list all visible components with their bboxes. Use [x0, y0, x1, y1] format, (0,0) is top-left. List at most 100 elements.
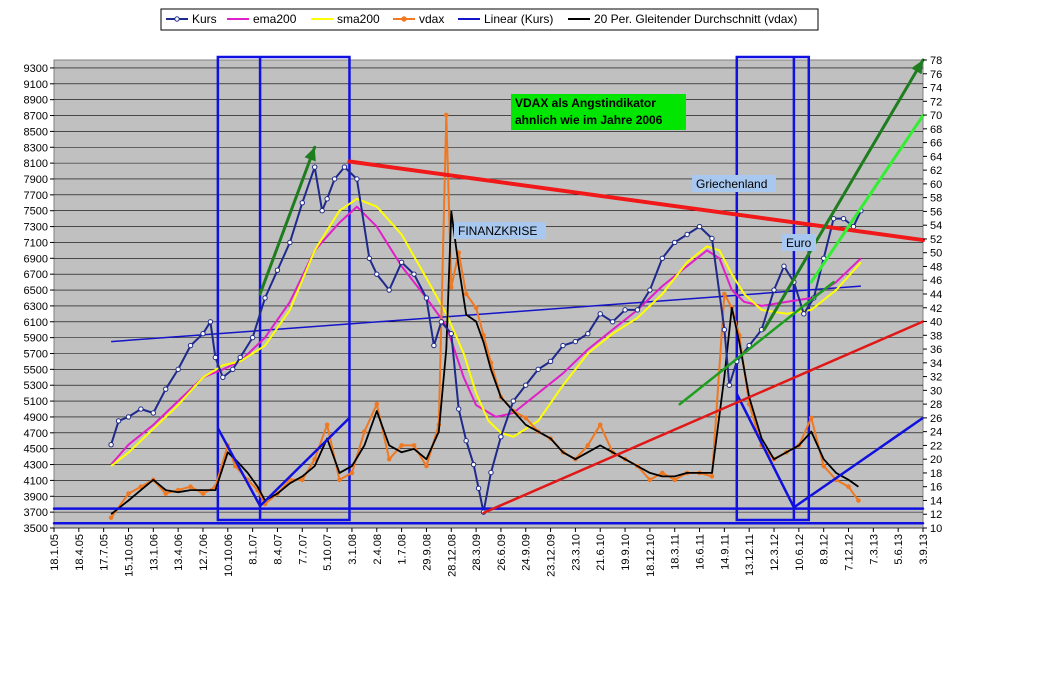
- series-0-point-50: [622, 307, 628, 313]
- series-3-point-20: [349, 470, 355, 476]
- series-0-point-30: [423, 295, 430, 301]
- series-0-point-47: [585, 330, 591, 337]
- green-arrow-2007-head: [304, 147, 316, 162]
- series-0-point-1: [115, 418, 122, 424]
- x-tick-label-19: 24.9.09: [521, 534, 533, 571]
- series-0-point-19: [312, 164, 318, 170]
- series-3-point-64: [846, 484, 851, 490]
- series-0-point-48: [597, 311, 603, 317]
- y-left-axis: 3500 3700 3900 4100 4300 4500 4700 4900 5100 5300…: [24, 63, 54, 535]
- y-left-tick-label-23: 8100: [24, 158, 48, 170]
- series-0-point-25: [366, 255, 373, 262]
- y-left-tick-label-16: 6700: [24, 269, 48, 281]
- y-left-tick-label-13: 6100: [24, 317, 48, 329]
- series-0-point-52: [647, 287, 653, 293]
- series-3-point-47: [647, 477, 653, 483]
- series-0-point-55: [684, 231, 690, 238]
- x-tick-label-9: 8.4.07: [272, 534, 284, 565]
- series-0-point-64: [781, 263, 787, 269]
- series-0-point-9: [207, 319, 214, 325]
- y-left-tick-label-29: 9300: [24, 63, 48, 75]
- x-tick-label-4: 13.1.06: [148, 534, 160, 571]
- x-tick-label-23: 19.9.10: [620, 534, 632, 571]
- legend-label-1: ema200: [253, 12, 297, 26]
- y-right-tick-label-14: 38: [930, 330, 942, 342]
- blue-v-shape-2: [735, 393, 924, 510]
- series-0-point-33: [448, 330, 454, 337]
- series-3-point-22: [374, 401, 380, 407]
- series-3-point-65: [856, 498, 861, 503]
- annotation-finanzkrise-box: [454, 222, 546, 239]
- series-3-point-23: [386, 456, 392, 462]
- series-3-point-31: [463, 291, 469, 297]
- series-3-point-61: [808, 415, 814, 421]
- series-3-point-49: [672, 477, 678, 483]
- series-0-point-66: [801, 311, 807, 317]
- y-right-tick-label-34: 78: [930, 55, 942, 67]
- series-0-point-0: [108, 442, 114, 448]
- x-tick-label-8: 8.1.07: [248, 534, 260, 565]
- series-0-point-42: [523, 382, 529, 388]
- series-0-point-22: [331, 176, 338, 182]
- series-0-point-31: [431, 342, 437, 349]
- series-0-point-57: [709, 235, 715, 242]
- series-3-point-24: [399, 443, 404, 448]
- y-left-tick-label-25: 8500: [24, 126, 48, 138]
- series-0-point-29: [411, 271, 417, 277]
- legend-label-4: Linear (Kurs): [484, 12, 553, 26]
- x-tick-label-7: 10.10.06: [223, 534, 235, 577]
- y-right-tick-label-28: 66: [930, 138, 942, 150]
- y-left-tick-label-28: 9100: [24, 79, 48, 91]
- y-left-tick-label-18: 7100: [24, 237, 48, 249]
- y-left-tick-label-20: 7500: [24, 206, 48, 218]
- grid: [54, 67, 923, 529]
- y-right-tick-label-13: 36: [930, 344, 942, 356]
- series-3-point-21: [362, 429, 367, 434]
- series-3-point-7: [200, 491, 206, 496]
- green-line-support: [678, 280, 835, 406]
- y-right-tick-label-4: 18: [930, 468, 942, 480]
- y-left-tick-label-1: 3700: [24, 507, 48, 519]
- highlight-box-0: [216, 55, 351, 522]
- series-3-point-26: [424, 463, 429, 469]
- x-tick-label-18: 26.6.09: [496, 534, 508, 571]
- series-3-point-4: [163, 491, 169, 496]
- series-0-point-51: [634, 307, 641, 313]
- series-0-point-24: [354, 176, 360, 182]
- green-bright-line: [809, 114, 925, 284]
- series-0-point-36: [470, 461, 477, 468]
- series-0-point-40: [498, 434, 504, 440]
- y-left-tick-label-7: 4900: [24, 412, 48, 424]
- series-0-point-28: [398, 259, 405, 265]
- y-right-tick-label-3: 16: [930, 482, 942, 494]
- annotation-vdax-note-box: [511, 94, 686, 130]
- overlay-lines: [52, 58, 925, 525]
- x-tick-label-20: 23.12.09: [546, 534, 558, 577]
- x-tick-label-0: 18.1.05: [49, 534, 61, 571]
- y-right-tick-label-19: 48: [930, 261, 942, 273]
- x-tick-label-2: 17.7.05: [99, 534, 111, 571]
- series-0-point-21: [324, 196, 330, 202]
- series-3-point-6: [188, 484, 193, 490]
- series-0-point-46: [572, 338, 579, 345]
- y-right-tick-label-2: 14: [930, 495, 942, 507]
- y-left-tick-label-6: 4700: [24, 428, 48, 440]
- series-0-point-10: [212, 354, 219, 361]
- y-right-tick-label-6: 22: [930, 440, 942, 452]
- series-line-5: [110, 210, 859, 515]
- annotation-vdax-note-line2: ahnlich wie im Jahre 2006: [515, 113, 663, 127]
- x-tick-label-28: 13.12.11: [744, 534, 756, 576]
- legend-marker-3: [401, 16, 407, 22]
- series-3-point-16: [299, 477, 305, 483]
- series-0-point-6: [175, 366, 181, 373]
- series-0-point-35: [463, 438, 469, 444]
- x-tick-label-3: 15.10.05: [123, 534, 135, 577]
- y-right-tick-label-16: 42: [930, 303, 942, 315]
- x-tick-label-31: 8.9.12: [819, 534, 831, 565]
- series-0-point-53: [659, 255, 665, 262]
- y-right-tick-label-11: 32: [930, 372, 942, 384]
- x-tick-label-6: 12.7.06: [198, 534, 210, 571]
- series-0-point-34: [456, 406, 462, 412]
- legend-label-2: sma200: [337, 12, 380, 26]
